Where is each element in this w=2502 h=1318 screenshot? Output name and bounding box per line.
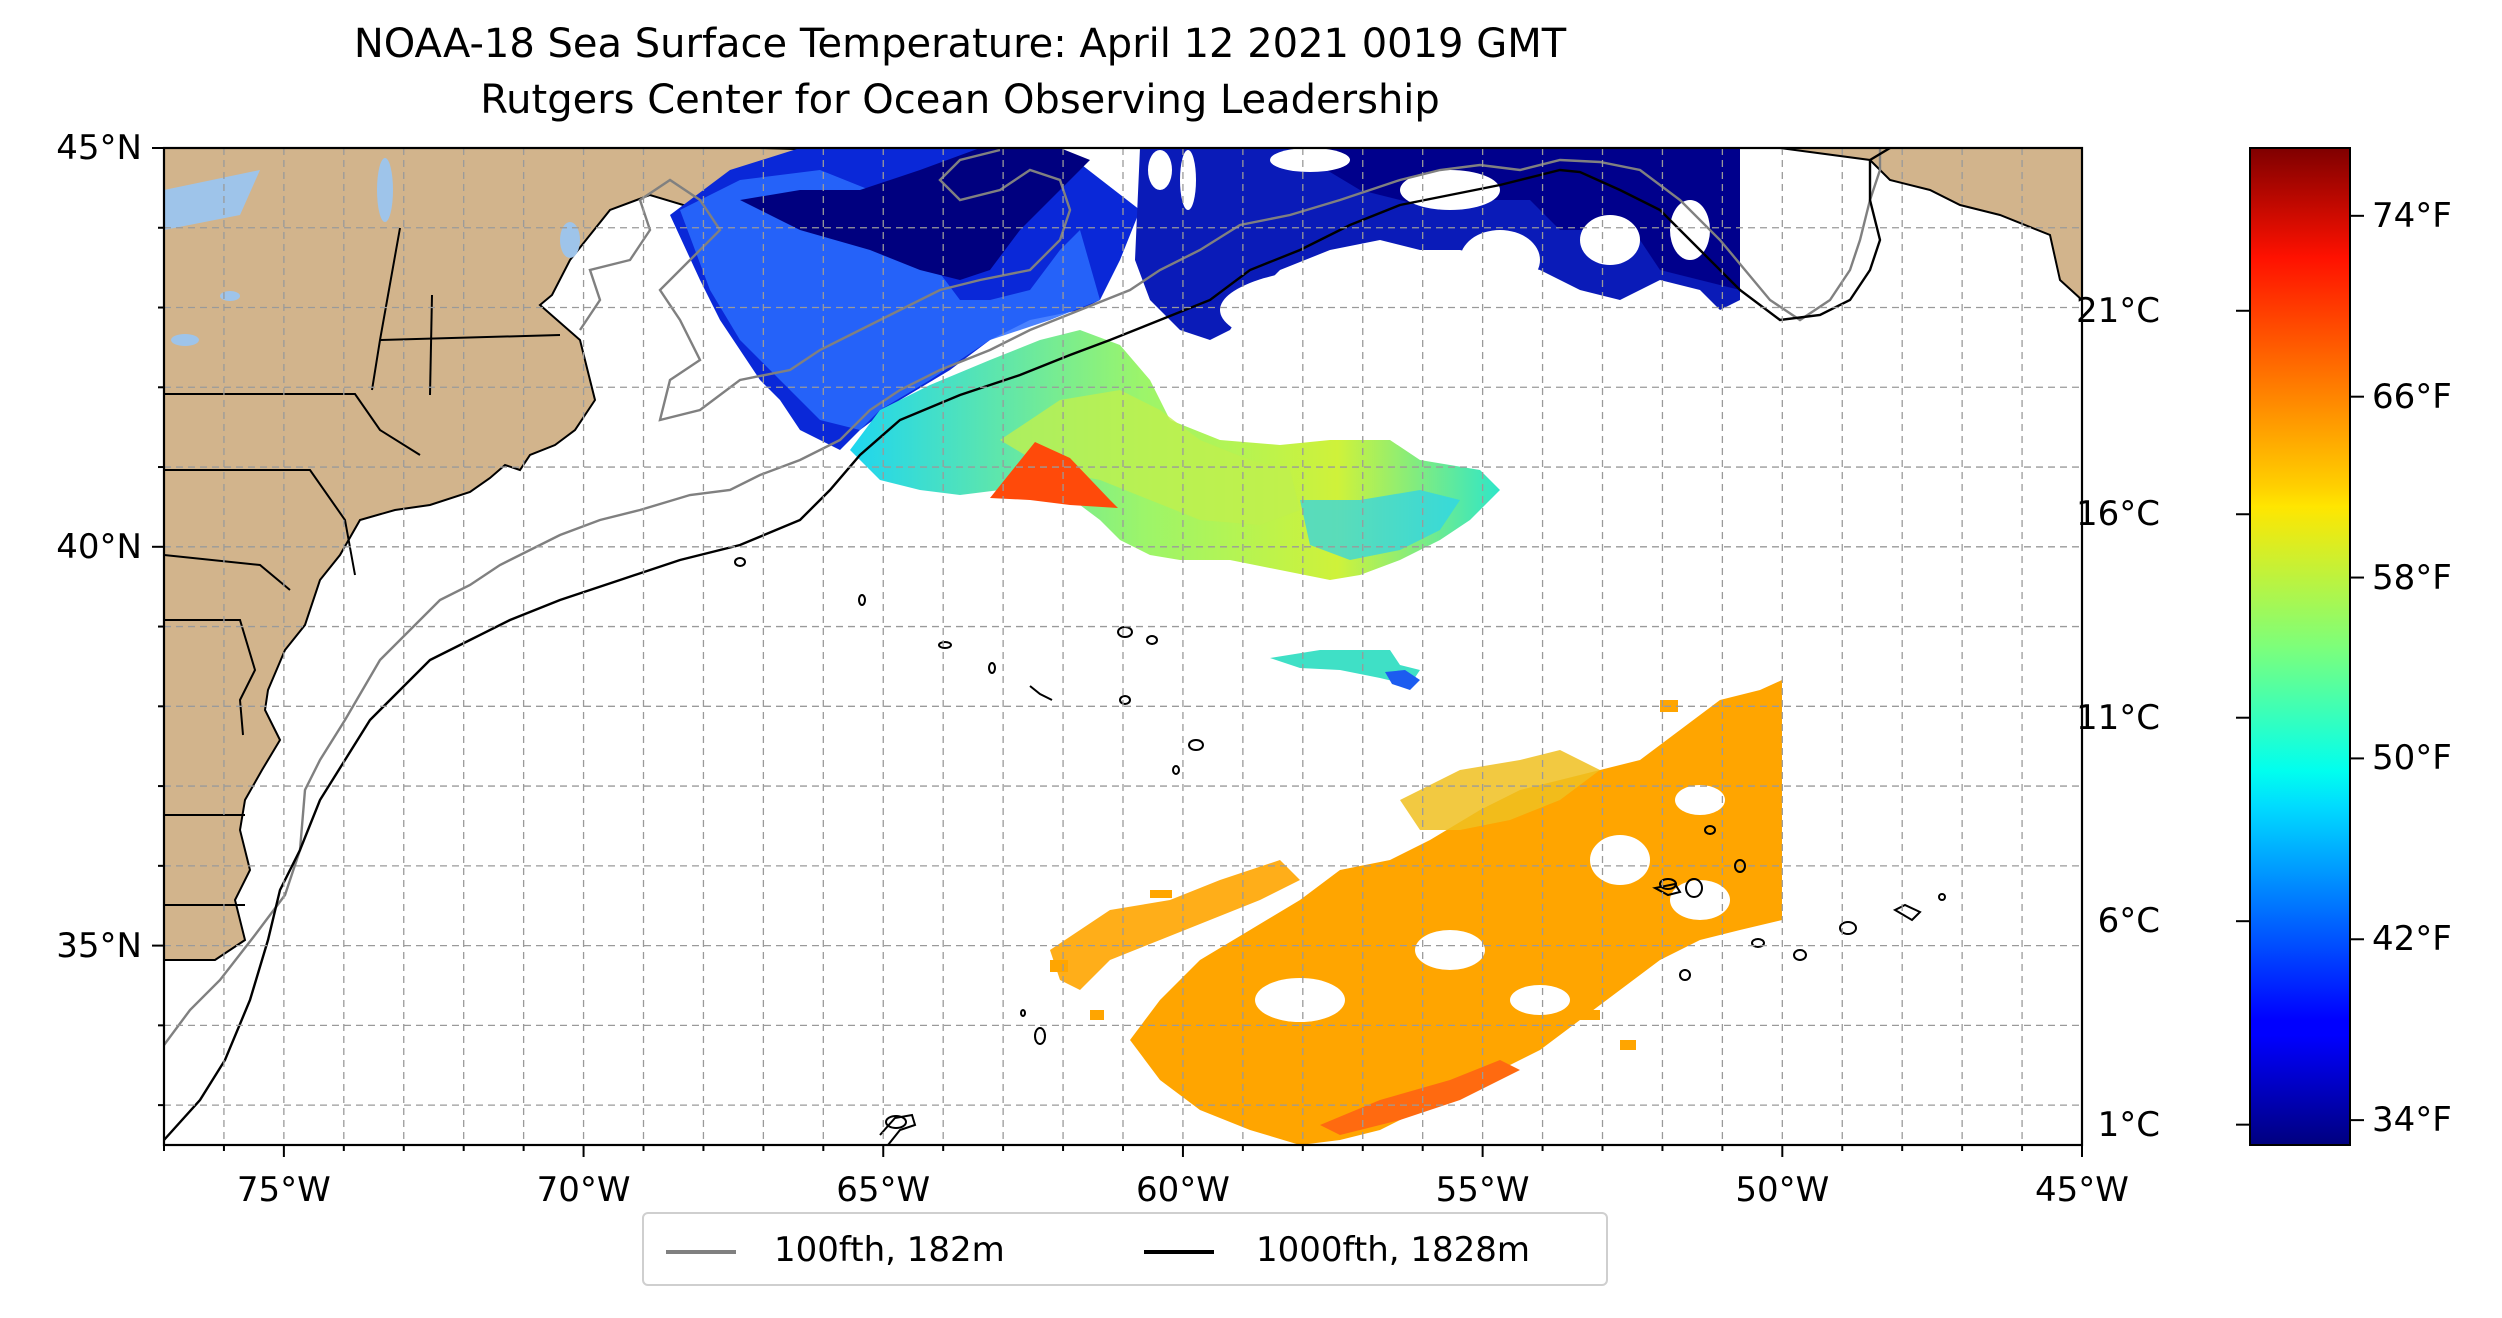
sst-patch-39n <box>1270 650 1420 685</box>
legend-line-100fth <box>666 1250 736 1254</box>
fahrenheit-tick-label: 66°F <box>2372 376 2452 417</box>
sst-south-red <box>1320 1060 1520 1135</box>
map-gridlines <box>163 147 2083 1145</box>
isobath-100fth-gulf-maine <box>579 148 1072 422</box>
land-mass-east <box>1779 148 2082 302</box>
sst-patch-blue <box>1385 670 1420 690</box>
map-subtitle: Rutgers Center for Ocean Observing Leade… <box>480 77 1440 123</box>
sst-cyan-edge <box>1300 490 1460 560</box>
celsius-tick-label: 21°C <box>2075 290 2160 331</box>
seamount-contours <box>734 557 1946 1145</box>
isobath-1000fth <box>164 148 1891 1141</box>
celsius-tick-label: 1°C <box>2097 1104 2160 1145</box>
lon-tick-label: 70°W <box>536 1170 631 1210</box>
sst-warm-core <box>990 442 1118 508</box>
lon-tick-label: 75°W <box>236 1170 331 1210</box>
fahrenheit-tick-label: 58°F <box>2372 557 2452 598</box>
lon-tick-label: 45°W <box>2035 1170 2129 1210</box>
fahrenheit-tick-label: 42°F <box>2372 919 2452 960</box>
map-ticks <box>152 147 2083 1157</box>
isobath-100fth <box>164 148 1882 1046</box>
sst-south-scatter <box>1050 860 1300 990</box>
legend-label-1000fth: 1000fth, 1828m <box>1256 1230 1531 1270</box>
celsius-tick-label: 6°C <box>2097 901 2160 942</box>
sst-south-warm <box>1130 680 1782 1145</box>
colorbar <box>2249 147 2351 1146</box>
sst-eddy-light <box>1000 390 1300 525</box>
celsius-tick-label: 16°C <box>2075 494 2160 535</box>
state-borders <box>164 227 561 960</box>
fahrenheit-tick-label: 74°F <box>2372 195 2452 236</box>
legend-label-100fth: 100fth, 182m <box>774 1230 1005 1270</box>
lon-tick-label: 55°W <box>1435 1170 1530 1210</box>
lakes <box>164 158 580 346</box>
map-title: NOAA-18 Sea Surface Temperature: April 1… <box>353 21 1567 67</box>
cloud-gaps-south <box>1255 785 1730 1022</box>
legend-line-1000fth <box>1144 1250 1214 1254</box>
legend: 100fth, 182m 1000fth, 1828m <box>642 1212 1608 1286</box>
celsius-tick-label: 11°C <box>2075 697 2160 738</box>
sst-small-specks <box>1050 700 1780 1050</box>
sst-bright-blue <box>680 170 1100 430</box>
colorbar-ticks <box>2236 214 2364 1126</box>
lon-tick-label: 65°W <box>836 1170 931 1210</box>
lon-tick-label: 60°W <box>1135 1170 1230 1210</box>
fahrenheit-tick-label: 50°F <box>2372 738 2452 779</box>
lat-tick-label: 35°N <box>56 925 142 966</box>
lat-tick-label: 45°N <box>56 128 142 168</box>
sst-south-mixed <box>1400 750 1600 830</box>
lon-tick-label: 50°W <box>1735 1170 1830 1210</box>
sst-dark-patch <box>1290 148 1740 290</box>
lat-tick-label: 40°N <box>56 526 142 567</box>
fahrenheit-tick-label: 34°F <box>2372 1100 2452 1141</box>
